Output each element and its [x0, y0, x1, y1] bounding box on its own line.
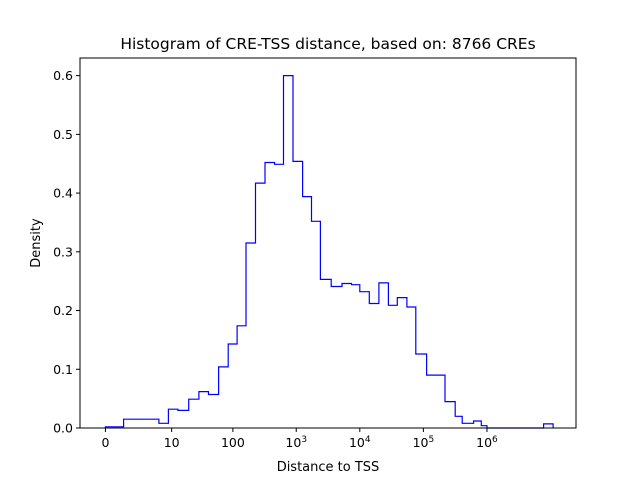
y-tick-label: 0.4 — [53, 186, 73, 201]
y-tick-label: 0.6 — [53, 68, 73, 83]
x-tick-label: 100 — [221, 435, 245, 450]
plot-area-frame — [79, 57, 577, 429]
y-axis: 0.0 0.1 0.2 0.3 0.4 0.5 0.6 — [53, 68, 80, 436]
y-tick-label: 0.1 — [53, 362, 73, 377]
y-tick-label: 0.0 — [53, 421, 73, 436]
x-tick-label: 10 — [164, 435, 180, 450]
x-tick-label: 0 — [101, 435, 109, 450]
histogram-step-line — [104, 75, 554, 429]
x-axis-label: Distance to TSS — [277, 460, 380, 475]
chart-title: Histogram of CRE-TSS distance, based on:… — [120, 35, 535, 53]
y-tick-label: 0.2 — [53, 303, 73, 318]
y-tick-label: 0.5 — [53, 127, 73, 142]
y-axis-label: Density — [29, 218, 44, 268]
x-axis: 0 10 100 103 104 105 106 — [101, 428, 498, 450]
y-tick-label: 0.3 — [53, 244, 73, 259]
